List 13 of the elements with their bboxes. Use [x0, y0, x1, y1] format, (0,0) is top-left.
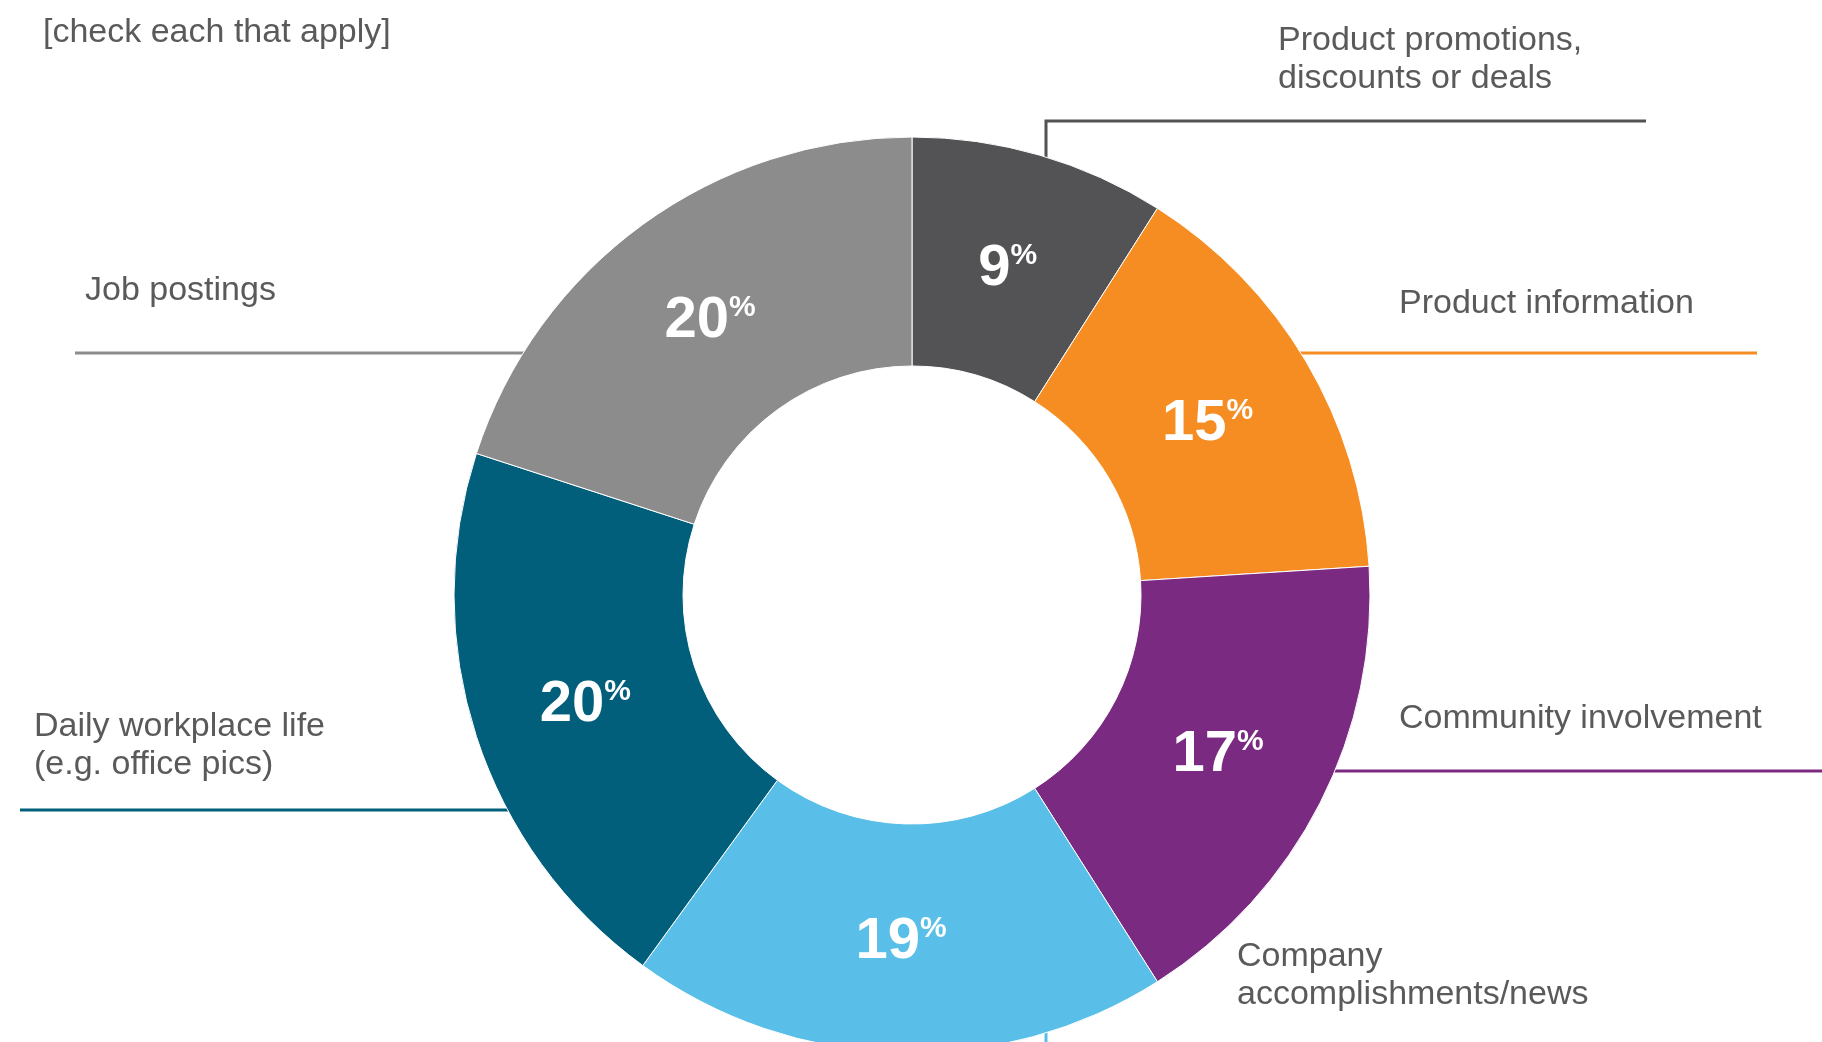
text: [check each that apply] — [43, 11, 391, 49]
slice-label: Job postings — [85, 269, 276, 307]
slice-label: Company accomplishments/news — [1237, 935, 1589, 1011]
data-label: 15$^{%}$ — [1162, 387, 1254, 453]
data-label: 19$^{%}$ — [855, 905, 947, 971]
data-label: 20$^{%}$ — [664, 284, 756, 350]
slice-label: Community involvement — [1399, 697, 1763, 735]
slice-label: Daily workplace life (e.g. office pics) — [34, 705, 325, 781]
data-label: 17$^{%}$ — [1172, 717, 1264, 783]
slice-label: Product information — [1399, 282, 1694, 320]
data-label: 9$^{%}$ — [978, 232, 1038, 298]
data-label: 20$^{%}$ — [539, 668, 631, 734]
slice-label: Product promotions, discounts or deals — [1278, 19, 1583, 95]
